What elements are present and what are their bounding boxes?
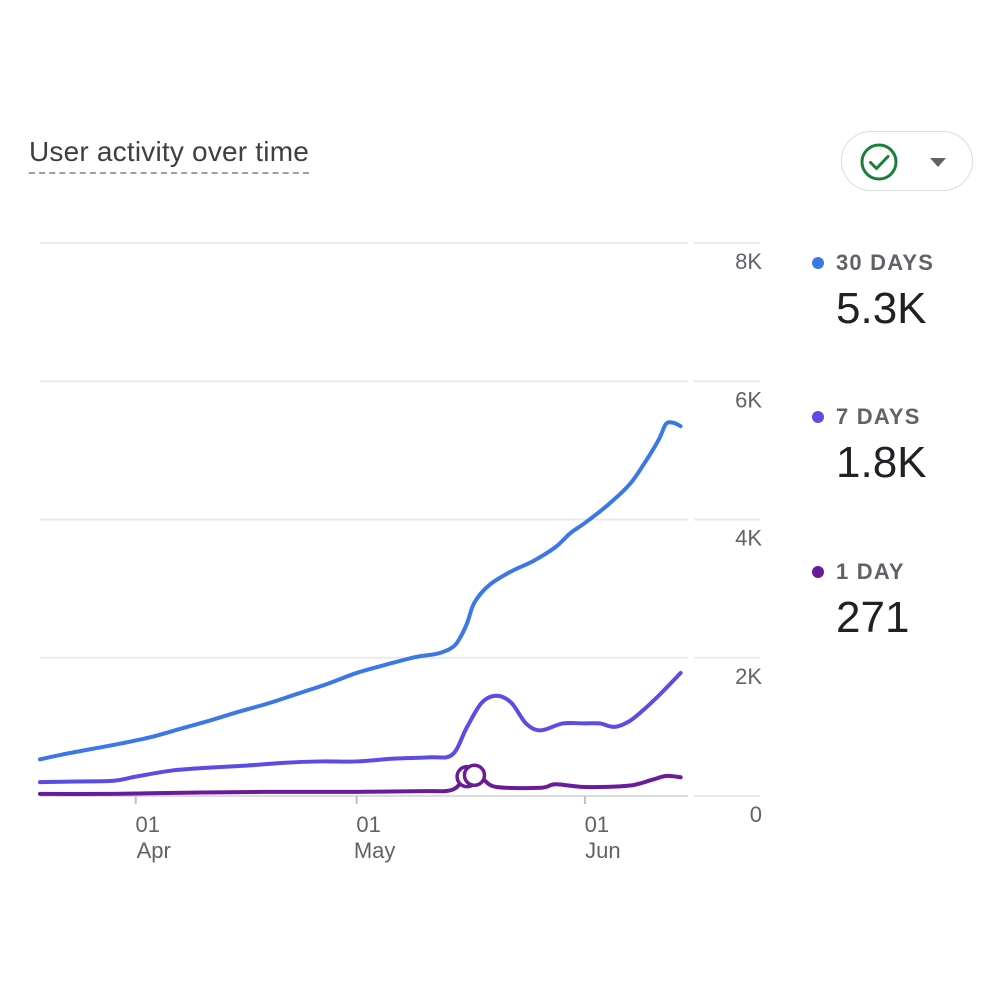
legend-dot-30-days	[812, 257, 824, 269]
chart-grid	[40, 242, 760, 797]
x-tick-month: Jun	[585, 838, 620, 863]
x-tick-day: 01	[356, 812, 380, 837]
annotation-marker	[462, 763, 487, 788]
legend-7-days: 7 DAYS 1.8K	[812, 404, 927, 488]
y-tick-label: 6K	[735, 387, 762, 412]
x-tick-month: Apr	[137, 838, 171, 863]
x-tick-month: May	[354, 838, 396, 863]
y-tick-label: 4K	[735, 526, 762, 551]
legend-1-day: 1 DAY 271	[812, 559, 909, 643]
caret-down-icon	[930, 158, 946, 167]
y-axis-ticks: 8K 6K 4K 2K 0	[735, 249, 762, 827]
series-line-30-days	[38, 420, 683, 762]
x-tick-day: 01	[135, 812, 159, 837]
legend-value-30-days: 5.3K	[836, 284, 927, 333]
chart-annotations	[455, 763, 487, 789]
legend-label-7-days: 7 DAYS	[836, 404, 921, 429]
legend-label-30-days: 30 DAYS	[836, 250, 935, 275]
legend-value-1-day: 271	[836, 593, 910, 642]
x-tick-day: 01	[585, 812, 609, 837]
card-title[interactable]: User activity over time	[29, 136, 309, 174]
series-line-7-days	[38, 670, 683, 785]
legend-value-7-days: 1.8K	[836, 438, 927, 487]
legend-label-1-day: 1 DAY	[836, 559, 905, 584]
y-tick-label: 2K	[735, 664, 762, 689]
check-circle-icon	[860, 143, 898, 181]
legend-dot-7-days	[812, 411, 824, 423]
legend-dot-1-day	[812, 566, 824, 578]
legend-30-days: 30 DAYS 5.3K	[812, 250, 934, 334]
status-dropdown-button[interactable]	[841, 131, 973, 191]
y-tick-label: 0	[750, 802, 762, 827]
chart-series	[38, 420, 683, 796]
y-tick-label: 8K	[735, 249, 762, 274]
